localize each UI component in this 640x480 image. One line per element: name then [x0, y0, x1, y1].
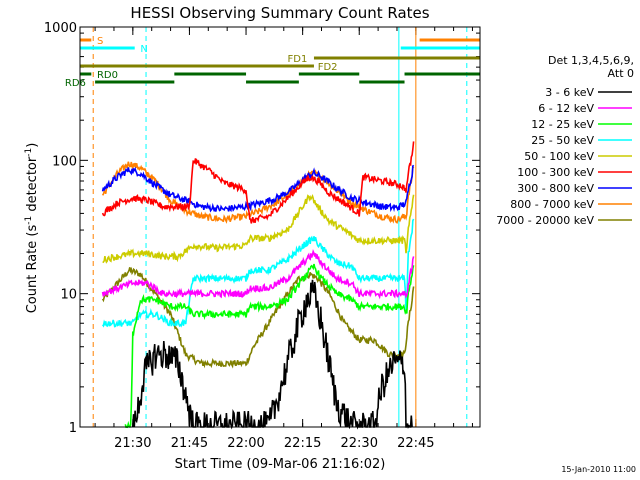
y-axis-label: Count Rate (s-1 detector-1): [24, 143, 40, 314]
legend-label: 100 - 300 keV: [517, 166, 594, 179]
state-bar-label: FD2: [318, 62, 338, 73]
legend-label: 12 - 25 keV: [531, 118, 594, 131]
y-tick-label: 1: [69, 421, 77, 436]
y-axis-label-part3: ): [25, 143, 40, 148]
series-line: [101, 164, 415, 213]
series-line: [101, 266, 415, 369]
plot-frame: [79, 26, 481, 428]
state-bar-label: FD1: [288, 54, 308, 65]
series-line: [102, 194, 415, 264]
x-axis-label: Start Time (09-Mar-06 21:16:02): [175, 457, 386, 472]
y-tick-label: 100: [52, 154, 77, 169]
legend-label: 300 - 800 keV: [517, 182, 594, 195]
chart-title: HESSI Observing Summary Count Rates: [130, 4, 429, 22]
x-tick-label: 21:30: [114, 436, 151, 451]
legend-label: 50 - 100 keV: [524, 150, 594, 163]
state-bar-label: S: [97, 36, 103, 47]
state-bar-label: N: [140, 44, 147, 55]
x-tick-label: 22:30: [341, 436, 378, 451]
legend-label: 6 - 12 keV: [538, 102, 594, 115]
legend-header-line1: Det 1,3,4,5,6,9,: [548, 54, 634, 67]
legend-entries: 3 - 6 keV 6 - 12 keV 12 - 25 keV 25 - 50 ke…: [496, 86, 632, 227]
y-axis-label-sup1: -1: [24, 216, 34, 225]
series-line: [101, 141, 415, 224]
state-bar-label: RD6: [65, 78, 86, 89]
series-line: [101, 218, 415, 328]
y-axis-label-part1: Count Rate (s: [25, 225, 40, 314]
y-axis-label-sup2: -1: [24, 148, 34, 157]
legend: Det 1,3,4,5,6,9, Att 0 3 - 6 keV 6 - 12 k…: [496, 54, 634, 227]
state-bar-label: RD0: [97, 70, 118, 81]
x-tick-label: 22:45: [397, 436, 434, 451]
legend-label: 3 - 6 keV: [545, 86, 594, 99]
legend-label: 800 - 7000 keV: [510, 198, 594, 211]
series-line: [132, 279, 413, 430]
y-axis-label-part2: detector: [25, 156, 40, 216]
legend-header-line2: Att 0: [608, 67, 634, 80]
x-tick-labels: 21:30 21:45 22:00 22:15 22:30 22:45: [114, 436, 434, 451]
y-tick-labels: 1 10 100 1000: [44, 21, 77, 436]
x-tick-label: 22:00: [227, 436, 264, 451]
legend-label: 25 - 50 keV: [531, 134, 594, 147]
y-tick-label: 1000: [44, 21, 77, 36]
date-stamp: 15-Jan-2010 11:00: [561, 465, 636, 474]
legend-label: 7000 - 20000 keV: [496, 214, 594, 227]
y-tick-label: 10: [60, 288, 77, 303]
x-tick-label: 21:45: [171, 436, 208, 451]
x-tick-label: 22:15: [284, 436, 321, 451]
state-bars: S N FD1 FD2 RD0 RD6: [65, 36, 480, 89]
axis-ticks: [80, 26, 480, 428]
series-line: [124, 263, 415, 429]
series-layer: [101, 141, 415, 430]
series-line: [101, 248, 415, 300]
series-line: [101, 161, 415, 224]
